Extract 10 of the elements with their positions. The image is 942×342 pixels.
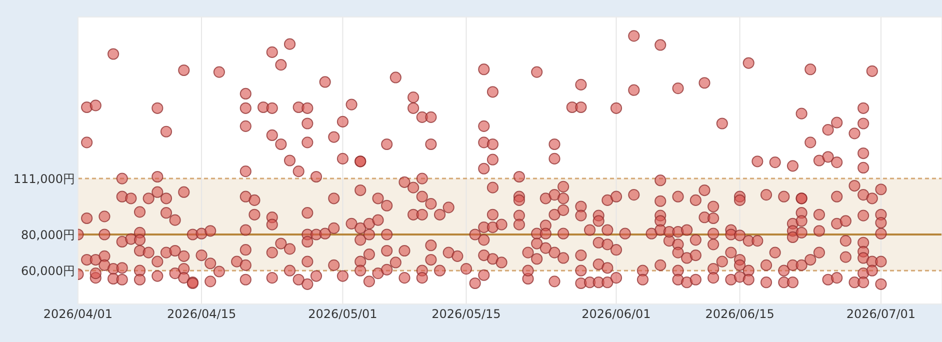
x-tick-label: 2026/07/01 (846, 307, 916, 321)
y-tick-label: 60,000円 (21, 264, 75, 278)
x-tick-label: 2026/04/01 (43, 307, 113, 321)
x-tick-label: 2026/05/15 (432, 307, 501, 321)
y-tick-label: 80,000円 (21, 228, 75, 242)
y-tick-label: 111,000円 (13, 172, 75, 186)
x-tick-label: 2026/06/01 (582, 307, 651, 321)
x-tick-label: 2026/04/15 (166, 307, 236, 321)
x-tick-label: 2026/05/01 (308, 307, 378, 321)
x-tick-label: 2026/06/15 (705, 307, 774, 321)
